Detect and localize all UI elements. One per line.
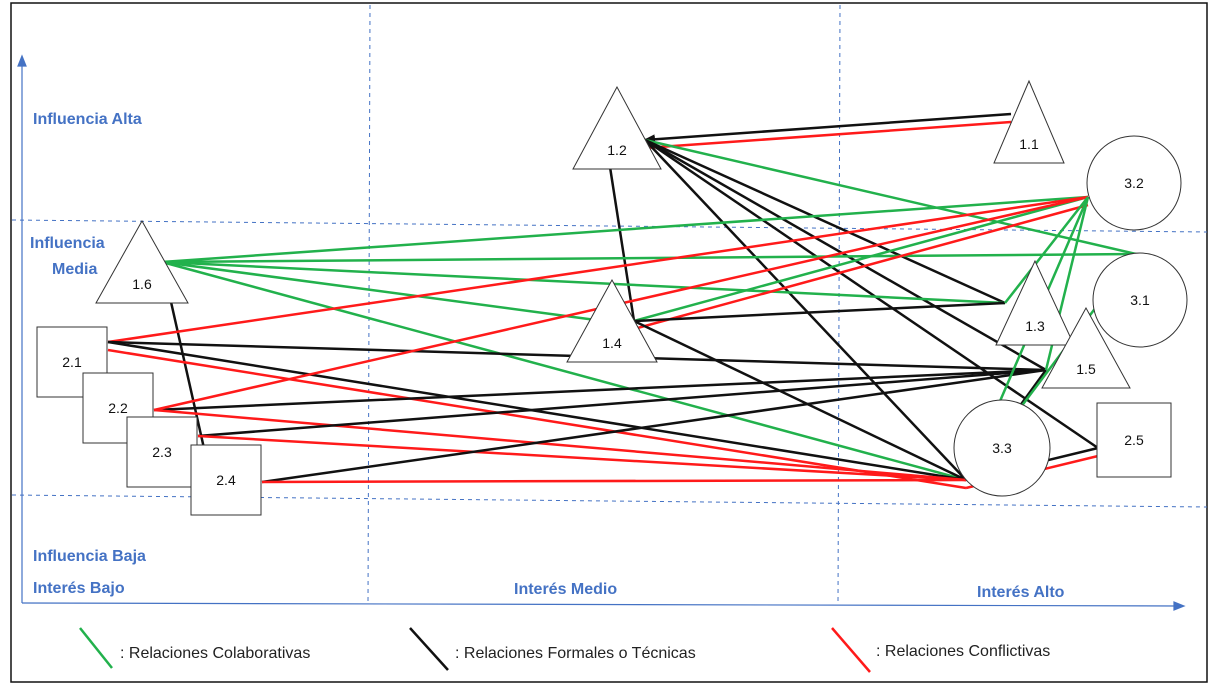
legend-label-conflict: : Relaciones Conflictivas (876, 643, 1050, 660)
relation-conflict-2.2-3.3 (153, 408, 967, 482)
node-label: 3.1 (1130, 292, 1150, 308)
relation-collaborative-1.3-3.2 (1004, 196, 1089, 304)
relation-formal-2.2-1.5 (153, 368, 1047, 412)
legend-swatch-collaborative (79, 627, 113, 669)
relation-conflict-1.4-3.2 (633, 203, 1089, 331)
relation-formal-1.2-2.5 (644, 138, 1099, 450)
relation-formal-1.2-1.3 (644, 138, 1006, 305)
relation-collaborative-1.6-3.1 (161, 252, 1137, 264)
node-shape-triangle (572, 85, 662, 170)
relation-formal-1.2-3.3 (644, 139, 967, 481)
grid-v-1 (367, 4, 371, 606)
node-label: 1.4 (602, 335, 622, 351)
legend-label-collaborative: : Relaciones Colaborativas (120, 645, 310, 662)
node-shape-square (126, 416, 198, 488)
relation-collaborative-1.6-3.3 (161, 260, 967, 482)
node-3.1: 3.1 (1092, 252, 1188, 348)
label-media: Media (52, 261, 97, 278)
relation-collaborative-1.6-3.2 (161, 195, 1089, 264)
relation-conflict-2.1-3.3 (107, 348, 967, 490)
node-label: 1.5 (1076, 361, 1096, 377)
node-label: 2.5 (1124, 432, 1144, 448)
node-label: 1.6 (132, 276, 152, 292)
node-2.4: 2.4 (190, 444, 262, 516)
node-shape-square (190, 444, 262, 516)
relation-formal-1.4-1.3 (633, 301, 1006, 323)
relation-formal-2.3-1.5 (197, 368, 1047, 438)
node-shape-triangle (1041, 306, 1131, 389)
label-influencia-baja: Influencia Baja (33, 548, 146, 565)
node-shape-circle (953, 399, 1051, 497)
relation-formal-2.1-3.3 (107, 340, 967, 482)
node-1.1: 1.1 (993, 79, 1065, 164)
node-shape-triangle (995, 259, 1075, 346)
legend-swatch-conflict (831, 627, 871, 673)
label-interes-medio: Interés Medio (514, 581, 617, 598)
node-3.3: 3.3 (953, 399, 1051, 497)
node-label: 2.1 (62, 354, 82, 370)
relation-formal-1.2-1.5 (644, 138, 1047, 372)
node-label: 2.4 (216, 472, 236, 488)
outer-frame (10, 2, 1208, 683)
legend: : Relaciones Colaborativas : Relaciones … (79, 627, 1050, 673)
axes (17, 54, 1186, 611)
grid-h-2 (11, 494, 1208, 508)
node-label: 3.3 (992, 440, 1012, 456)
relation-collaborative-1.6-1.3 (161, 260, 1006, 305)
y-axis-arrow (17, 54, 27, 67)
relation-conflict-2.4-3.3 (261, 478, 967, 484)
relations (107, 112, 1137, 490)
node-shape-circle (1086, 135, 1182, 231)
node-label: 1.2 (607, 142, 627, 158)
label-influencia-alta: Influencia Alta (33, 111, 142, 128)
node-1.3: 1.3 (995, 259, 1075, 346)
node-label: 1.3 (1025, 318, 1045, 334)
node-label: 2.2 (108, 400, 128, 416)
legend-label-formal: : Relaciones Formales o Técnicas (455, 645, 696, 662)
node-label: 3.2 (1124, 175, 1144, 191)
grid-h-1 (11, 219, 1208, 233)
node-shape-square (1096, 402, 1172, 478)
relation-collaborative-1.6-1.4 (161, 260, 604, 323)
node-1.4: 1.4 (566, 278, 658, 363)
label-interes-bajo: Interés Bajo (33, 580, 125, 597)
relation-formal-1.1-1.2 (643, 112, 1012, 145)
relation-formal-2.4-1.5 (261, 368, 1047, 484)
relation-conflict-2.1-3.2 (107, 195, 1089, 344)
node-1.5: 1.5 (1041, 306, 1131, 389)
node-shape-triangle (566, 278, 658, 363)
axis-labels: Influencia Alta Influencia Media Influen… (30, 111, 1065, 601)
node-label: 2.3 (152, 444, 172, 460)
node-label: 1.1 (1019, 136, 1039, 152)
label-influencia: Influencia (30, 235, 105, 252)
node-1.2: 1.2 (572, 85, 662, 170)
node-2.5: 2.5 (1096, 402, 1172, 478)
node-shape-triangle (993, 79, 1065, 164)
relation-collaborative-1.4-3.2 (633, 195, 1089, 323)
node-shape-circle (1092, 252, 1188, 348)
grid-lines (11, 4, 1208, 606)
node-2.3: 2.3 (126, 416, 198, 488)
x-axis-arrow (1173, 601, 1186, 611)
stakeholders: 1.1 1.2 1.3 1.4 1.5 1.6 2.1 2.2 2.3 2.4 2.5 3.1 3.2 3… (36, 79, 1188, 516)
relation-formal-1.4-3.3 (633, 319, 967, 482)
x-axis (21, 602, 1179, 607)
node-shape-triangle (95, 219, 189, 304)
node-3.2: 3.2 (1086, 135, 1182, 231)
relation-collaborative-1.2-3.1 (644, 138, 1137, 256)
relation-conflict-1.1-1.2 (644, 120, 1012, 150)
legend-swatch-formal (409, 627, 449, 671)
relation-conflict-2.3-3.3 (197, 434, 967, 482)
label-interes-alto: Interés Alto (977, 584, 1065, 601)
node-1.6: 1.6 (95, 219, 189, 304)
grid-v-2 (837, 4, 841, 606)
